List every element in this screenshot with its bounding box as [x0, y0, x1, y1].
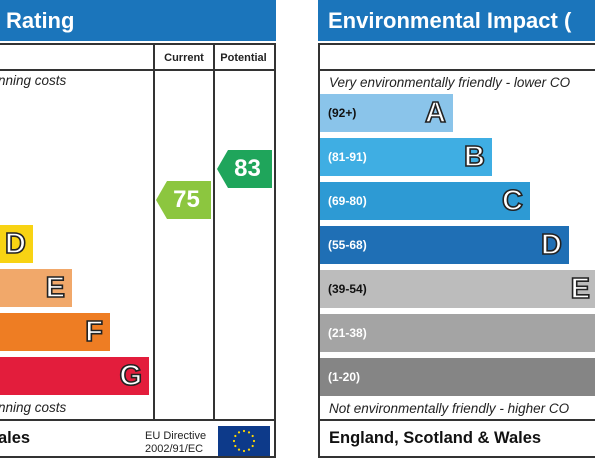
- environment-band-range: (1-20): [328, 370, 361, 384]
- eu-flag-icon: [218, 426, 270, 456]
- environment-band-letter: D: [540, 228, 563, 262]
- energy-rating-title: Rating: [0, 0, 276, 41]
- environment-band-a: (92+) A: [320, 94, 453, 132]
- eu-star-icon: [237, 431, 241, 434]
- environmental-impact-frame: Very environmentally friendly - lower CO…: [318, 43, 595, 458]
- energy-bottom-caption: nning costs: [0, 400, 67, 415]
- environment-band-letter: A: [424, 96, 447, 130]
- environment-band-letter: E: [570, 272, 591, 306]
- potential-rating-arrow: 83: [217, 150, 272, 188]
- energy-band-letter: E: [45, 271, 66, 305]
- environment-band-letter: C: [501, 184, 524, 218]
- eu-star-icon: [251, 444, 254, 448]
- energy-top-caption: nning costs: [0, 73, 67, 88]
- environment-band-range: (69-80): [328, 194, 367, 208]
- potential-column-header: Potential: [220, 52, 267, 64]
- environment-band-range: (92+): [328, 106, 357, 120]
- energy-band-g: G: [0, 357, 149, 395]
- energy-band-letter: F: [84, 315, 103, 349]
- environment-band-g: (1-20): [320, 358, 595, 396]
- environment-footer-region: England, Scotland & Wales: [329, 429, 542, 447]
- eu-directive-line2: 2002/91/EC: [145, 443, 204, 455]
- eu-star-icon: [252, 439, 256, 443]
- environmental-impact-title: Environmental Impact (: [318, 0, 595, 41]
- current-rating-arrow: 75: [156, 181, 211, 219]
- eu-star-icon: [234, 434, 237, 438]
- environment-band-letter: B: [463, 140, 486, 174]
- environment-band-d: (55-68) D: [320, 226, 569, 264]
- eu-star-icon: [242, 449, 246, 453]
- environment-band-range: (39-54): [328, 282, 367, 296]
- eu-directive-text: EU Directive 2002/91/EC: [145, 430, 206, 456]
- potential-column-divider: [213, 45, 215, 419]
- environmental-impact-panel: Environmental Impact ( Very environmenta…: [318, 0, 595, 460]
- environment-band-range: (21-38): [328, 326, 367, 340]
- environment-top-caption: Very environmentally friendly - lower CO: [329, 75, 571, 90]
- eu-directive-line1: EU Directive: [145, 430, 207, 442]
- energy-band-f: F: [0, 313, 110, 351]
- energy-footer-region: ales: [0, 429, 31, 447]
- environment-band-f: (21-38): [320, 314, 595, 352]
- eu-star-icon: [237, 448, 241, 451]
- energy-band-letter: G: [119, 359, 143, 393]
- environment-band-e: (39-54) E: [320, 270, 595, 308]
- environment-header-rule: [320, 69, 595, 71]
- environment-band-range: (55-68): [328, 238, 367, 252]
- energy-band-d: D: [0, 225, 33, 263]
- environment-footer-rule: [320, 419, 595, 421]
- energy-rating-panel: Rating Current Potential nning costs D E…: [0, 0, 276, 460]
- environment-band-b: (81-91) B: [320, 138, 492, 176]
- eu-star-icon: [247, 448, 251, 451]
- environment-band-range: (81-91): [328, 150, 367, 164]
- eu-star-icon: [251, 434, 254, 438]
- environment-bottom-caption: Not environmentally friendly - higher CO: [329, 401, 570, 416]
- eu-star-icon: [242, 429, 246, 433]
- energy-footer-rule: [0, 419, 274, 421]
- eu-star-icon: [247, 431, 251, 434]
- current-column-divider: [153, 45, 155, 419]
- current-column-header: Current: [164, 52, 204, 64]
- eu-star-icon: [232, 439, 236, 443]
- energy-rating-frame: Current Potential nning costs D E F G 75…: [0, 43, 276, 458]
- eu-star-icon: [234, 444, 237, 448]
- energy-band-e: E: [0, 269, 72, 307]
- environment-band-c: (69-80) C: [320, 182, 530, 220]
- energy-header-rule: [0, 69, 276, 71]
- energy-band-letter: D: [4, 227, 27, 261]
